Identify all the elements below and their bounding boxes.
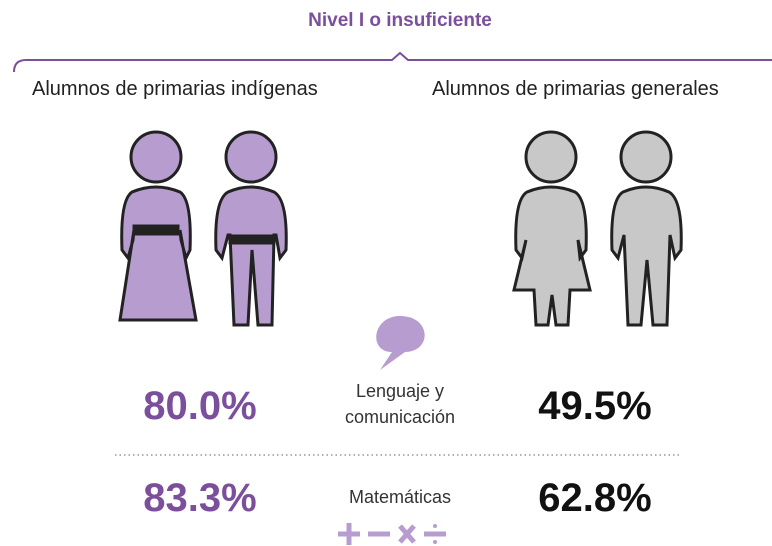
subject: Matemáticas (348, 487, 452, 507)
title: Nivel I o insuficiente (308, 10, 492, 31)
bracket (13, 51, 772, 73)
group-label: Alumnos de primarias generales (432, 78, 719, 100)
percentage: 49.5% (538, 384, 652, 428)
speech-icon (376, 316, 425, 370)
group-label: Alumnos de primarias indígenas (32, 78, 318, 100)
percentage: 83.3% (143, 476, 257, 520)
indigenous-figures (118, 130, 288, 327)
subject: Lenguaje y comunicación (344, 381, 456, 427)
math-icon (338, 523, 446, 545)
percentage: 62.8% (538, 476, 652, 520)
percentage: 80.0% (143, 384, 257, 428)
general-figures (512, 130, 683, 327)
